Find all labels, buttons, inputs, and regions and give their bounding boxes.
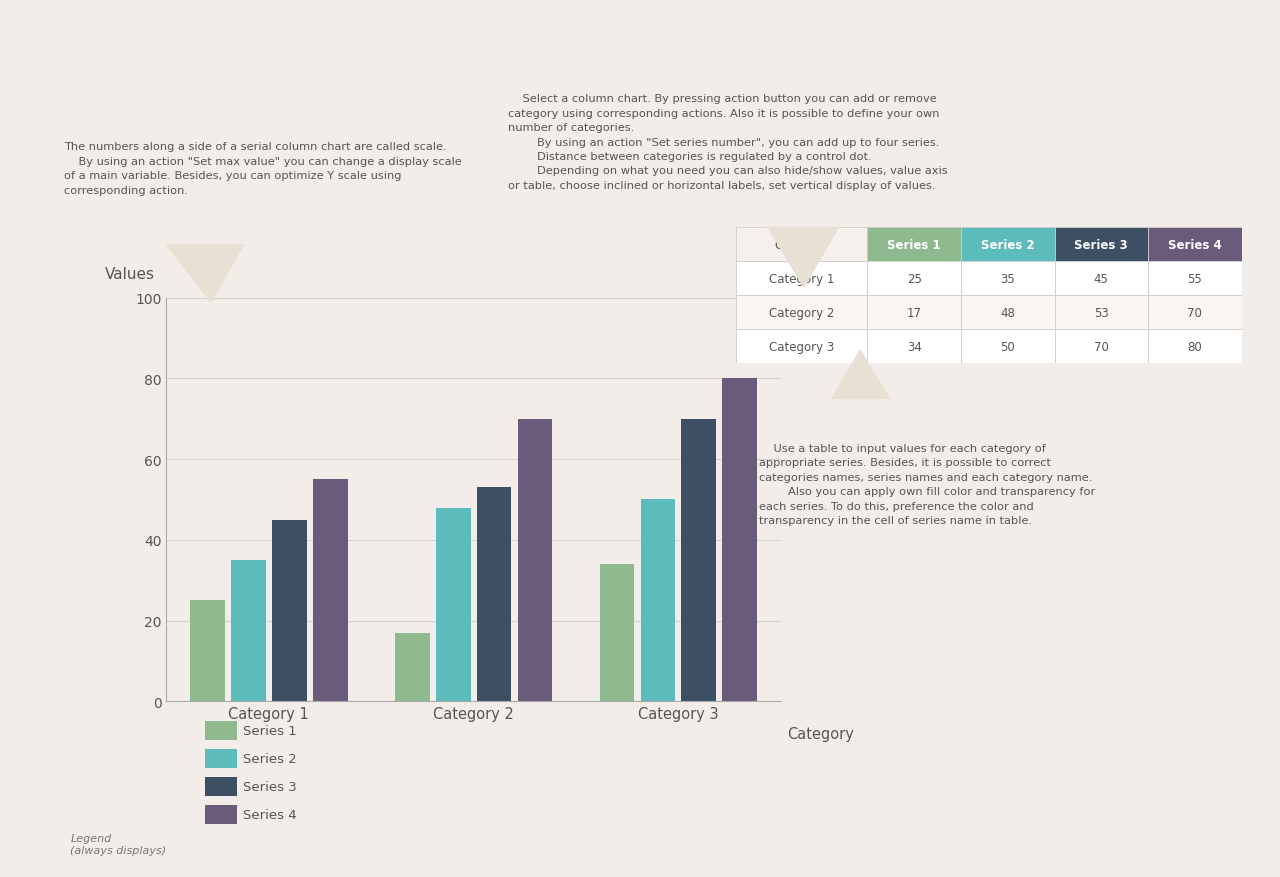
Bar [736,296,868,330]
Text: Use a table to input values for each category of
appropriate series. Besides, it: Use a table to input values for each cat… [759,444,1096,525]
Text: Select a column chart. By pressing action button you can add or remove
category : Select a column chart. By pressing actio… [508,95,947,190]
Text: The numbers along a side of a serial column chart are called scale.
    By using: The numbers along a side of a serial col… [64,142,461,196]
Text: Category 3: Category 3 [769,340,835,353]
Bar [1148,330,1242,364]
Text: 53: 53 [1094,306,1108,319]
Text: Category: Category [787,726,854,741]
Text: Series 2: Series 2 [243,752,297,765]
Bar [681,419,717,702]
Bar [961,228,1055,262]
Bar [1055,228,1148,262]
Text: Category: Category [774,239,828,252]
Text: Series 3: Series 3 [243,781,297,793]
Bar [640,500,676,702]
Bar [961,330,1055,364]
Bar [868,330,961,364]
Bar [736,330,868,364]
Bar [722,379,758,702]
Text: 55: 55 [1188,273,1202,286]
Bar [868,296,961,330]
Text: Series 3: Series 3 [1074,239,1128,252]
Text: 80: 80 [1188,340,1202,353]
Text: Legend
(always displays): Legend (always displays) [70,833,166,855]
Bar [230,560,266,702]
Bar [599,565,635,702]
Text: 70: 70 [1094,340,1108,353]
Bar [736,228,868,262]
Bar [189,601,225,702]
Bar [517,419,553,702]
Bar [1055,330,1148,364]
Bar [961,262,1055,296]
Bar [435,508,471,702]
Text: 34: 34 [906,340,922,353]
Text: Category 1: Category 1 [769,273,835,286]
Text: 17: 17 [906,306,922,319]
Bar [1055,296,1148,330]
Text: 70: 70 [1188,306,1202,319]
Text: Series 1: Series 1 [243,724,297,737]
Bar [1148,262,1242,296]
Bar [868,228,961,262]
Text: Series 4: Series 4 [1167,239,1221,252]
Text: Category 2: Category 2 [769,306,835,319]
Text: 25: 25 [906,273,922,286]
Bar [736,262,868,296]
Text: Series 1: Series 1 [887,239,941,252]
Bar [1148,296,1242,330]
Text: Series 2: Series 2 [980,239,1034,252]
Text: 45: 45 [1094,273,1108,286]
Bar [271,520,307,702]
Text: Values: Values [105,267,155,282]
Bar [312,480,348,702]
Text: 50: 50 [1001,340,1015,353]
Bar [961,296,1055,330]
Text: 48: 48 [1001,306,1015,319]
Text: Series 4: Series 4 [243,809,297,821]
Bar [1148,228,1242,262]
Bar [1055,262,1148,296]
Bar [476,488,512,702]
Text: 35: 35 [1001,273,1015,286]
Bar [394,633,430,702]
Bar [868,262,961,296]
